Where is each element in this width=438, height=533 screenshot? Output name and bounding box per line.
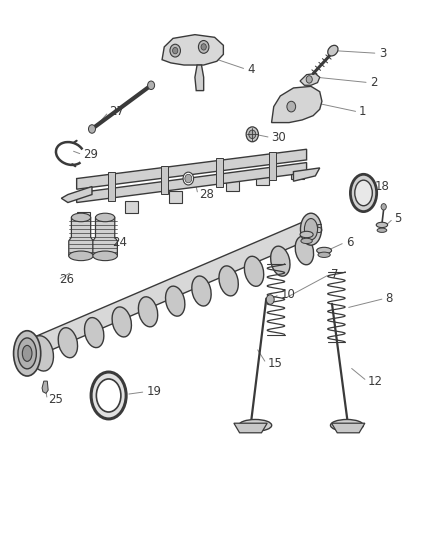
Ellipse shape [300,213,321,245]
Polygon shape [61,187,92,203]
Text: 30: 30 [272,131,286,144]
Circle shape [246,127,258,142]
Ellipse shape [69,251,93,261]
Ellipse shape [350,174,377,212]
Polygon shape [42,381,48,393]
Polygon shape [162,35,223,65]
Circle shape [266,295,274,304]
Circle shape [201,44,206,50]
Ellipse shape [192,276,211,306]
Polygon shape [69,217,93,256]
Text: 25: 25 [48,393,63,406]
Ellipse shape [96,379,121,412]
Ellipse shape [166,286,185,316]
Ellipse shape [295,236,314,265]
Polygon shape [169,191,182,203]
Text: 28: 28 [199,188,214,201]
Ellipse shape [317,247,332,254]
Ellipse shape [95,213,115,222]
Text: 7: 7 [331,268,338,281]
Text: 5: 5 [315,223,323,236]
Ellipse shape [30,336,53,371]
Polygon shape [291,166,304,179]
Ellipse shape [318,252,330,257]
Polygon shape [215,158,223,187]
Text: 10: 10 [280,288,295,301]
Polygon shape [256,173,269,185]
Text: 27: 27 [110,106,124,118]
Polygon shape [160,166,167,194]
Text: 24: 24 [112,236,127,249]
Circle shape [148,81,155,90]
Polygon shape [20,219,311,364]
Text: 19: 19 [147,385,162,398]
Ellipse shape [244,256,264,286]
Ellipse shape [328,45,338,56]
Text: 5: 5 [394,212,402,225]
Text: 3: 3 [379,47,386,60]
Ellipse shape [93,251,117,261]
Circle shape [249,130,256,139]
Ellipse shape [304,219,318,240]
Circle shape [88,125,95,133]
Ellipse shape [331,419,364,431]
Ellipse shape [18,338,36,369]
Polygon shape [77,212,90,224]
Ellipse shape [219,266,238,296]
Ellipse shape [300,231,313,238]
Ellipse shape [239,419,272,431]
Text: 26: 26 [59,273,74,286]
Circle shape [170,44,180,57]
Polygon shape [293,168,320,181]
Text: 8: 8 [385,292,393,305]
Polygon shape [226,179,239,191]
Text: 15: 15 [267,357,282,370]
Ellipse shape [58,328,78,358]
Polygon shape [195,65,204,91]
Circle shape [183,172,194,185]
Circle shape [173,47,178,54]
Circle shape [287,101,296,112]
Polygon shape [93,217,117,256]
Text: 1: 1 [359,106,367,118]
Ellipse shape [14,330,41,376]
Ellipse shape [301,238,312,244]
Polygon shape [332,423,365,433]
Polygon shape [234,423,267,433]
Ellipse shape [271,246,290,276]
Text: 6: 6 [346,236,353,249]
Polygon shape [268,151,276,180]
Polygon shape [77,163,307,203]
Circle shape [185,174,192,183]
Polygon shape [272,86,322,123]
Text: 2: 2 [370,76,378,89]
Ellipse shape [355,180,372,206]
Polygon shape [300,74,320,85]
Ellipse shape [22,345,32,361]
Ellipse shape [85,318,104,348]
Ellipse shape [376,222,388,228]
Polygon shape [108,173,115,201]
Ellipse shape [71,213,91,222]
Text: 29: 29 [83,148,98,161]
Circle shape [198,41,209,53]
Ellipse shape [112,307,131,337]
Text: 18: 18 [374,180,389,193]
Ellipse shape [91,372,126,419]
Circle shape [306,76,312,83]
Ellipse shape [377,228,387,232]
Polygon shape [125,201,138,213]
Text: 12: 12 [368,375,383,387]
Circle shape [381,204,386,210]
Ellipse shape [138,297,158,327]
Text: 4: 4 [247,63,255,76]
Polygon shape [77,149,307,189]
